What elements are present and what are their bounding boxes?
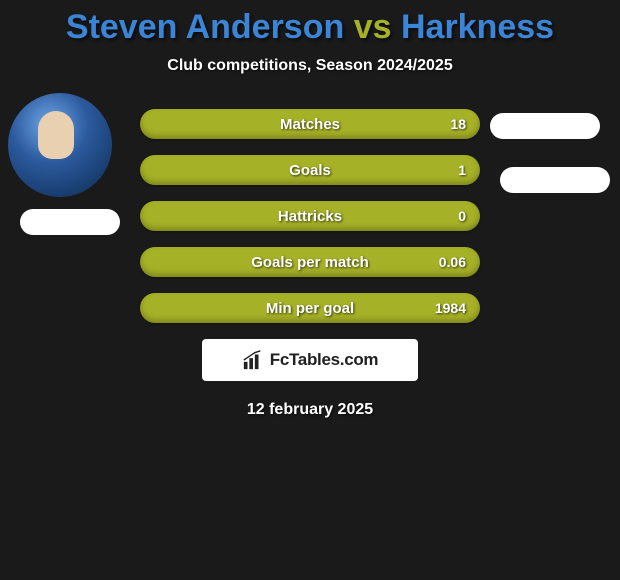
stat-label: Hattricks (140, 201, 480, 231)
stat-row-min-per-goal: Min per goal 1984 (140, 293, 480, 323)
stat-row-goals-per-match: Goals per match 0.06 (140, 247, 480, 277)
stat-label: Matches (140, 109, 480, 139)
player1-photo (8, 93, 112, 197)
title-player2: Harkness (401, 8, 554, 46)
player1-name-pill (20, 209, 120, 235)
title-player1: Steven Anderson (66, 8, 344, 46)
content-area: Matches 18 Goals 1 Hattricks 0 Goals per… (0, 93, 620, 419)
player2-name-pill (490, 113, 600, 139)
player2-extra-pill (500, 167, 610, 193)
stat-label: Min per goal (140, 293, 480, 323)
stat-value: 18 (450, 109, 466, 139)
bar-chart-icon (242, 349, 264, 371)
stat-label: Goals (140, 155, 480, 185)
brand-box[interactable]: FcTables.com (202, 339, 418, 381)
title-vs: vs (354, 8, 392, 46)
subtitle: Club competitions, Season 2024/2025 (0, 57, 620, 75)
brand-text: FcTables.com (270, 350, 379, 370)
stat-value: 0 (458, 201, 466, 231)
stats-bars: Matches 18 Goals 1 Hattricks 0 Goals per… (140, 93, 480, 323)
stat-row-goals: Goals 1 (140, 155, 480, 185)
date-text: 12 february 2025 (0, 401, 620, 419)
stat-row-matches: Matches 18 (140, 109, 480, 139)
stat-value: 1 (458, 155, 466, 185)
stat-row-hattricks: Hattricks 0 (140, 201, 480, 231)
stat-value: 1984 (435, 293, 466, 323)
page-title: Steven Anderson vs Harkness (0, 0, 620, 51)
stat-label: Goals per match (140, 247, 480, 277)
stat-value: 0.06 (439, 247, 466, 277)
